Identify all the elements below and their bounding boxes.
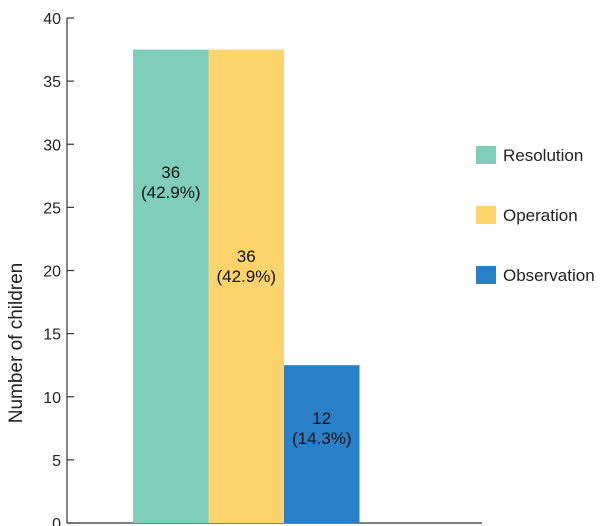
bar-value-label: 36	[161, 163, 180, 182]
y-tick-label: 5	[52, 453, 61, 470]
legend-label-resolution: Resolution	[503, 146, 583, 165]
legend-label-operation: Operation	[503, 206, 578, 225]
bar-observation	[284, 365, 360, 523]
legend-label-observation: Observation	[503, 266, 595, 285]
bar-resolution	[133, 49, 209, 523]
y-tick-label: 15	[43, 327, 61, 344]
legend-swatch-resolution	[476, 146, 496, 164]
y-tick-label: 35	[43, 74, 61, 91]
bar-percent-label: (42.9%)	[216, 267, 276, 286]
y-axis: 0 5 10 15 20 25 30 35 40	[43, 11, 74, 526]
bar-percent-label: (14.3%)	[292, 429, 352, 448]
y-tick-label: 40	[43, 11, 61, 28]
bars	[133, 49, 360, 523]
y-tick-label: 20	[43, 264, 61, 281]
y-tick-label: 0	[52, 516, 61, 526]
legend: Resolution Operation Observation	[476, 146, 595, 285]
y-tick-label: 30	[43, 137, 61, 154]
y-axis-title: Number of children	[6, 263, 27, 424]
y-tick-label: 25	[43, 200, 61, 217]
bar-value-label: 12	[312, 409, 331, 428]
bar-operation	[208, 49, 284, 523]
bar-labels: 36(42.9%)36(42.9%)12(14.3%)	[141, 163, 352, 448]
y-tick-label: 10	[43, 390, 61, 407]
bar-percent-label: (42.9%)	[141, 183, 201, 202]
legend-swatch-observation	[476, 266, 496, 284]
bar-value-label: 36	[237, 247, 256, 266]
legend-swatch-operation	[476, 206, 496, 224]
